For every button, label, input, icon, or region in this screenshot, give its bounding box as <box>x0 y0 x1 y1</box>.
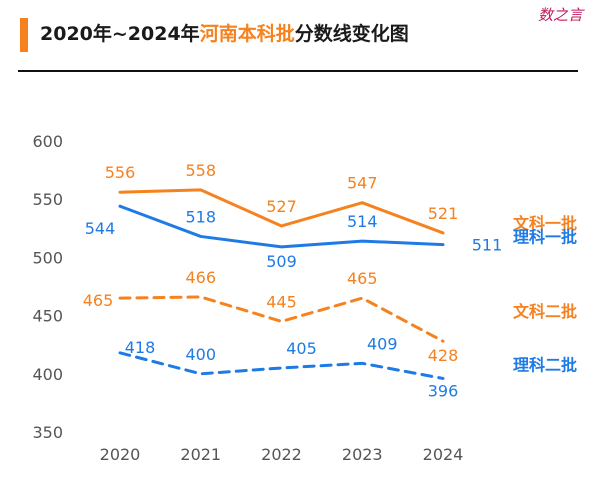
title-suffix: 分数线变化图 <box>294 23 409 45</box>
series-line <box>118 351 445 380</box>
series-line <box>118 188 445 235</box>
data-label: 518 <box>185 207 216 226</box>
data-label: 418 <box>125 338 156 357</box>
x-tick-label: 2021 <box>180 445 221 464</box>
data-label: 445 <box>266 292 297 311</box>
x-tick-label: 2022 <box>261 445 302 464</box>
data-label: 527 <box>266 197 297 216</box>
data-label: 428 <box>428 346 459 365</box>
series-line <box>118 204 445 249</box>
data-label: 511 <box>472 236 503 255</box>
data-label: 400 <box>185 345 216 364</box>
title-divider <box>18 70 578 72</box>
y-tick-label: 600 <box>32 132 63 151</box>
series-name-label: 文科一批 <box>513 214 577 233</box>
series-line <box>118 295 445 343</box>
title-accent-bar <box>20 18 28 52</box>
data-label: 521 <box>428 204 459 223</box>
y-tick-label: 350 <box>32 423 63 442</box>
series-name-label: 理科一批 <box>513 228 577 247</box>
data-label: 465 <box>83 291 114 310</box>
data-label: 544 <box>85 219 116 238</box>
chart-title: 2020年~2024年河南本科批分数线变化图 <box>40 19 409 46</box>
y-tick-label: 500 <box>32 248 63 267</box>
series-name-label: 理科二批 <box>513 355 577 374</box>
data-label: 558 <box>185 161 216 180</box>
x-tick-label: 2024 <box>423 445 464 464</box>
y-tick-label: 450 <box>32 307 63 326</box>
data-label: 466 <box>185 268 216 287</box>
data-label: 405 <box>286 339 317 358</box>
data-label: 514 <box>347 212 378 231</box>
data-label: 409 <box>367 334 398 353</box>
title-highlight: 河南本科批 <box>199 23 295 45</box>
data-label: 509 <box>266 252 297 271</box>
data-label: 547 <box>347 174 378 193</box>
data-label: 556 <box>105 163 136 182</box>
y-tick-label: 550 <box>32 190 63 209</box>
y-tick-label: 400 <box>32 365 63 384</box>
title-prefix: 2020年~2024年 <box>40 23 200 45</box>
data-label: 396 <box>428 381 459 400</box>
x-tick-label: 2023 <box>342 445 383 464</box>
series-name-label: 文科二批 <box>513 302 577 321</box>
data-label: 465 <box>347 269 378 288</box>
x-tick-label: 2020 <box>100 445 141 464</box>
watermark: 数之言 <box>538 6 584 24</box>
